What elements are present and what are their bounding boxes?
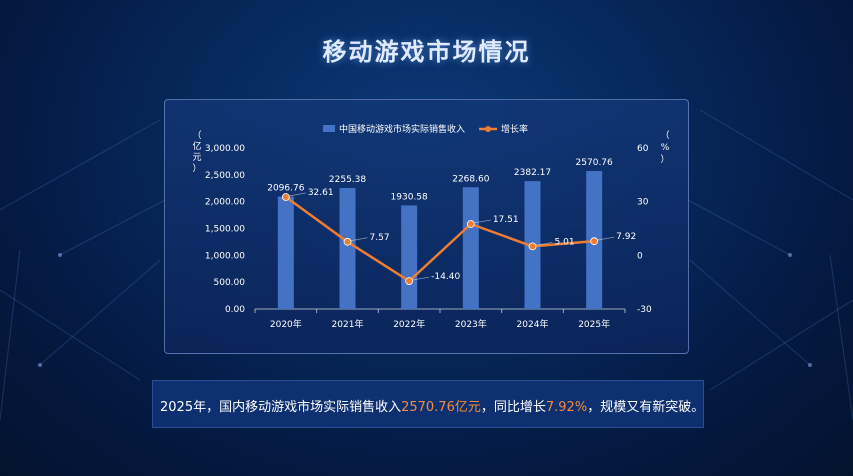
bar-value-label: 2382.17 bbox=[514, 168, 551, 178]
bar-value-label: 2570.76 bbox=[576, 158, 613, 168]
growth-value-label: 17.51 bbox=[493, 215, 519, 225]
y-left-tick-label: 0.00 bbox=[225, 305, 245, 315]
growth-line bbox=[285, 195, 595, 283]
y-right-axis-title-char: ） bbox=[660, 154, 669, 165]
y-right-tick-label: 0 bbox=[637, 251, 643, 261]
summary-highlight-revenue: 2570.76亿元 bbox=[401, 400, 481, 415]
bar bbox=[277, 196, 294, 309]
y-left-axis-title-char: ） bbox=[192, 163, 201, 174]
x-tick-label: 2023年 bbox=[455, 318, 487, 330]
growth-label-leader bbox=[350, 237, 368, 242]
x-tick-label: 2021年 bbox=[332, 318, 364, 330]
y-left-tick-label: 500.00 bbox=[214, 278, 246, 288]
bar bbox=[339, 187, 356, 309]
growth-value-label: 5.01 bbox=[555, 237, 575, 247]
growth-label-leader bbox=[597, 236, 615, 241]
growth-point bbox=[590, 237, 599, 246]
growth-label-leader bbox=[288, 192, 306, 197]
summary-part-2: ，同比增长 bbox=[480, 400, 546, 415]
x-tick-label: 2024年 bbox=[517, 318, 549, 330]
y-right-tick-label: -30 bbox=[637, 305, 652, 315]
growth-point bbox=[405, 277, 414, 285]
growth-label-leader bbox=[535, 241, 553, 246]
summary-part-1: 2025年，国内移动游戏市场实际销售收入 bbox=[160, 400, 402, 415]
legend-bar-label: 中国移动游戏市场实际销售收入 bbox=[339, 123, 465, 135]
y-left-tick-label: 1,500.00 bbox=[205, 225, 245, 235]
legend-line-marker bbox=[485, 126, 492, 132]
summary-part-3: ，规模又有新突破。 bbox=[587, 400, 705, 415]
y-left-axis-title-char: 亿 bbox=[192, 140, 201, 152]
y-left-tick-label: 3,000.00 bbox=[205, 144, 245, 154]
page-title: 移动游戏市场情况 bbox=[322, 38, 531, 66]
growth-value-label: 7.92 bbox=[616, 232, 636, 242]
growth-value-label: -14.40 bbox=[431, 272, 460, 282]
y-left-tick-label: 2,000.00 bbox=[205, 198, 245, 208]
y-left-axis-title-char: （ bbox=[192, 130, 201, 141]
x-tick-label: 2022年 bbox=[393, 318, 425, 330]
x-tick-label: 2025年 bbox=[578, 318, 610, 330]
legend-bar-swatch bbox=[323, 125, 335, 132]
growth-point bbox=[466, 220, 475, 228]
growth-point bbox=[528, 242, 537, 251]
growth-value-label: 7.57 bbox=[370, 233, 390, 243]
bar-value-label: 2268.60 bbox=[452, 174, 489, 184]
y-right-axis-title-char: （ bbox=[660, 130, 669, 141]
legend-line-label: 增长率 bbox=[501, 123, 528, 135]
y-right-tick-label: 30 bbox=[637, 198, 649, 208]
growth-point bbox=[281, 193, 290, 201]
y-right-axis-title-char: % bbox=[661, 143, 670, 153]
growth-point bbox=[343, 237, 352, 246]
y-left-tick-label: 2,500.00 bbox=[205, 171, 245, 181]
combo-chart: 0.00 500.00 1,000.00 1,500.00 2,000.00 2,500.… bbox=[192, 123, 670, 330]
bar-value-label: 1930.58 bbox=[391, 192, 428, 202]
summary-highlight-growth: 7.92% bbox=[545, 400, 588, 415]
bar-value-label: 2255.38 bbox=[329, 175, 366, 185]
y-right-tick-label: 60 bbox=[637, 144, 649, 154]
growth-label-leader bbox=[473, 219, 491, 224]
y-left-tick-label: 1,000.00 bbox=[205, 251, 245, 261]
growth-label-leader bbox=[412, 276, 430, 281]
summary-box: 2025年，国内移动游戏市场实际销售收入2570.76亿元，同比增长7.92%，… bbox=[152, 380, 704, 428]
bar bbox=[462, 187, 479, 309]
growth-value-label: 32.61 bbox=[308, 188, 334, 198]
y-left-axis-title-char: 元 bbox=[192, 153, 201, 163]
bar-value-label: 2096.76 bbox=[267, 183, 304, 193]
bar bbox=[401, 205, 418, 309]
summary-text: 2025年，国内移动游戏市场实际销售收入2570.76亿元，同比增长7.92%，… bbox=[160, 396, 704, 415]
x-tick-label: 2020年 bbox=[270, 318, 302, 330]
chart-panel: 0.00 500.00 1,000.00 1,500.00 2,000.00 2,500.… bbox=[164, 99, 689, 354]
